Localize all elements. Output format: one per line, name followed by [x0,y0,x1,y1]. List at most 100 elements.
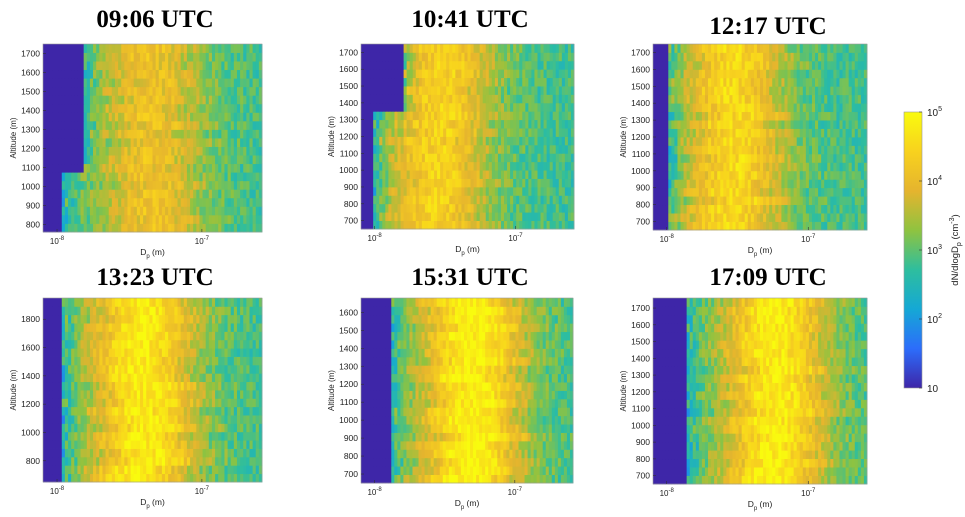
heatmap-cell [507,161,511,171]
heatmap-cell [531,186,535,196]
heatmap-cell [171,172,175,182]
heatmap-cell [418,102,423,112]
heatmap-cell [763,204,767,214]
heatmap-cell [552,203,557,213]
heatmap-cell [158,69,163,79]
heatmap-cell [848,94,853,104]
heatmap-cell [227,206,232,216]
heatmap-cell [680,187,684,197]
heatmap-cell [863,52,868,62]
heatmap-cell [799,120,804,129]
heatmap-cell [857,52,862,62]
heatmap-cell [240,206,244,216]
heatmap-cell [255,86,260,96]
heatmap-cell [811,213,816,222]
heatmap-cell [473,161,478,171]
heatmap-cell [726,111,730,121]
heatmap-cell [255,78,260,88]
heatmap-cell [155,129,160,139]
heatmap-cell [121,180,125,190]
heatmap-cell [543,69,548,79]
heatmap-cell [504,144,508,154]
heatmap-cell [446,212,450,221]
heatmap-cell [168,61,172,71]
heatmap-cell [796,52,801,62]
heatmap-cell [127,69,131,79]
heatmap-cell [255,448,260,458]
heatmap-cell [443,86,447,95]
heatmap-cell [55,61,60,71]
heatmap-cell [385,186,389,196]
heatmap-cell [68,456,72,466]
heatmap-cell [370,144,374,154]
heatmap-cell [525,144,529,154]
heatmap-cell [199,78,203,88]
heatmap-cell [424,102,429,112]
heatmap-cell [114,189,119,199]
heatmap-cell [464,170,468,179]
heatmap-cell [458,161,462,171]
heatmap-cell [500,136,505,146]
heatmap-cell [558,153,563,163]
heatmap-cell [735,162,739,172]
heatmap-cell [452,52,456,62]
heatmap-cell [199,197,203,207]
heatmap-cell [753,120,758,129]
heatmap-cell [528,77,532,87]
heatmap-cell [686,196,691,206]
heatmap-cell [211,214,216,224]
heatmap-cell [136,146,141,156]
heatmap-cell [677,213,681,222]
heatmap-cell [108,473,113,483]
heatmap-cell [821,60,825,70]
heatmap-cell [52,223,56,233]
heatmap-cell [698,94,703,104]
heatmap-cell [211,138,216,147]
heatmap-cell [406,44,411,53]
heatmap-cell [818,86,822,96]
y-tick-label: 1100 [340,148,359,158]
heatmap-cell [528,86,532,95]
heatmap-cell [243,86,247,96]
heatmap-cell [71,189,75,199]
heatmap-cell [781,111,785,121]
heatmap-cell [86,473,91,483]
heatmap-cell [108,103,113,113]
heatmap-cell [723,120,727,129]
heatmap-cell [127,172,131,182]
heatmap-cell [808,86,813,96]
heatmap-cell [133,448,138,458]
heatmap-cell [525,203,529,213]
heatmap-cell [224,120,228,130]
heatmap-cell [146,112,150,122]
heatmap-cell [863,137,868,146]
heatmap-cell [102,465,106,475]
heatmap-cell [708,52,712,62]
heatmap-cell [99,189,103,199]
heatmap-cell [485,195,490,205]
heatmap-cell [546,136,551,146]
heatmap-cell [415,136,420,146]
heatmap-cell [149,103,153,113]
heatmap-cell [215,95,219,105]
heatmap-cell [744,196,749,206]
heatmap-cell [836,86,840,96]
heatmap-cell [836,145,840,155]
heatmap-cell [482,94,487,104]
heatmap-cell [424,94,429,104]
heatmap-cell [424,195,429,205]
heatmap-cell [215,214,219,224]
heatmap-cell [815,120,819,129]
heatmap-cell [46,197,50,207]
heatmap-cell [656,44,660,53]
heatmap-cell [388,178,392,188]
heatmap-cell [766,170,770,180]
heatmap-cell [230,197,235,207]
heatmap-cell [58,197,63,207]
x-tick-label: 10-8 [368,233,383,243]
heatmap-cell [61,120,66,130]
heatmap-cell [196,44,200,53]
heatmap-cell [680,213,684,222]
heatmap-cell [385,44,389,53]
heatmap-cell [677,103,681,113]
